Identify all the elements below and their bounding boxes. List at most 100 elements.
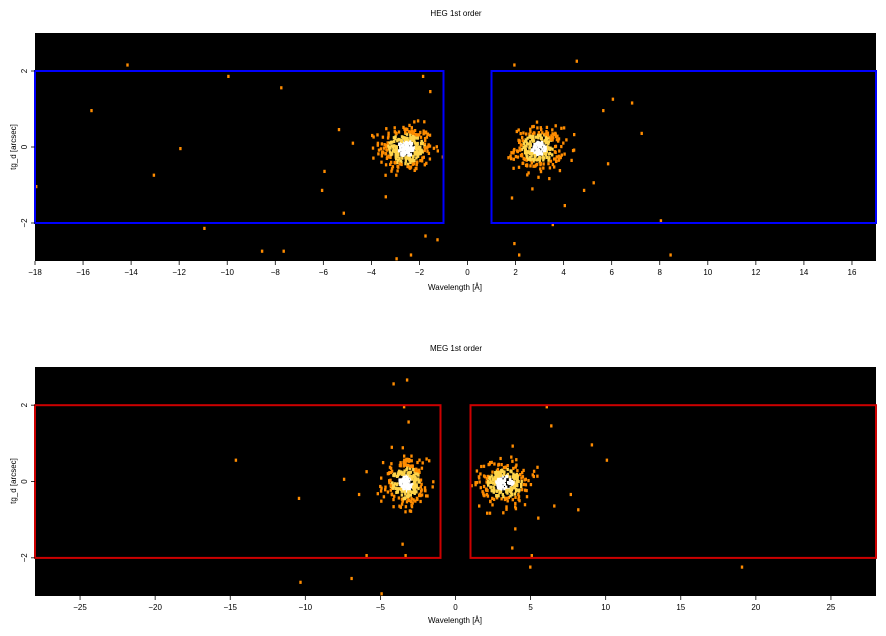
heg-count-point (519, 132, 522, 136)
heg-count-point (523, 151, 527, 155)
heg-count-point (555, 138, 559, 142)
heg-count-point (384, 152, 388, 156)
meg-count-point (480, 464, 483, 469)
heg-count-point (544, 136, 548, 140)
meg-count-point (521, 471, 524, 475)
heg-count-point (529, 140, 532, 144)
meg-count-point (510, 493, 514, 497)
meg-count-point (416, 460, 419, 465)
heg-count-point (436, 149, 439, 153)
heg-count-point (427, 151, 431, 155)
meg-count-point (407, 497, 410, 502)
meg-count-point (482, 464, 486, 468)
meg-x-tick-label: 20 (751, 603, 760, 612)
meg-count-point (511, 498, 514, 502)
heg-count-point (592, 181, 595, 185)
meg-count-point (409, 485, 412, 489)
meg-count-point (412, 498, 415, 502)
heg-count-point (390, 167, 394, 171)
heg-count-point (537, 175, 540, 179)
heg-count-point (551, 163, 555, 167)
meg-y-tick-label: −2 (20, 553, 29, 563)
heg-count-point (415, 163, 418, 167)
heg-count-point (509, 154, 512, 158)
meg-x-tick-label: 5 (528, 603, 533, 612)
meg-count-point (522, 468, 525, 472)
heg-count-point (544, 132, 547, 136)
meg-count-point (390, 445, 393, 449)
heg-count-point (545, 125, 549, 129)
heg-count-point (418, 133, 421, 137)
meg-count-point (531, 473, 534, 477)
meg-count-point (525, 495, 529, 499)
heg-count-point (553, 165, 556, 169)
heg-count-point (390, 169, 393, 173)
heg-count-point (529, 157, 532, 161)
heg-count-point (542, 166, 545, 170)
heg-count-point (563, 152, 566, 156)
meg-count-point (529, 565, 532, 569)
meg-count-point (506, 464, 509, 468)
heg-count-point (573, 133, 576, 137)
heg-count-point (406, 156, 409, 160)
heg-count-point (513, 63, 516, 67)
meg-count-point (408, 474, 411, 478)
heg-count-point (544, 141, 547, 145)
meg-count-point (512, 483, 515, 487)
heg-count-point (432, 146, 436, 150)
meg-count-point (511, 459, 514, 463)
heg-count-point (557, 157, 561, 161)
meg-count-point (419, 499, 422, 504)
meg-x-tick-label: −20 (148, 603, 162, 612)
heg-count-point (528, 132, 531, 136)
meg-count-point (407, 459, 411, 463)
heg-count-point (547, 140, 550, 144)
heg-count-point (396, 161, 399, 165)
heg-count-point (377, 148, 381, 152)
heg-count-point (260, 249, 264, 253)
heg-count-point (408, 158, 411, 162)
meg-count-point (501, 480, 505, 484)
heg-count-point (532, 139, 536, 143)
meg-count-point (400, 470, 403, 474)
heg-count-point (552, 136, 555, 140)
heg-count-point (554, 157, 557, 161)
meg-x-axis-label: Wavelength [Å] (428, 616, 482, 625)
heg-count-point (551, 147, 554, 151)
heg-count-point (90, 109, 93, 113)
meg-count-point (400, 493, 404, 497)
heg-count-point (371, 133, 374, 138)
meg-count-point (506, 467, 509, 471)
heg-count-point (530, 161, 533, 165)
heg-x-axis-label: Wavelength [Å] (428, 283, 482, 292)
heg-count-point (423, 146, 426, 150)
heg-count-point (409, 160, 412, 165)
meg-count-point (392, 382, 395, 386)
heg-count-point (414, 133, 417, 137)
heg-count-point (399, 141, 403, 145)
meg-count-point (577, 508, 580, 512)
heg-count-point (414, 145, 418, 149)
meg-count-point (398, 479, 401, 483)
heg-count-point (379, 147, 383, 151)
heg-count-point (553, 157, 556, 161)
meg-count-point (404, 505, 408, 509)
meg-count-point (399, 505, 402, 509)
meg-count-point (502, 495, 505, 499)
heg-count-point (540, 128, 543, 132)
heg-count-point (533, 143, 536, 147)
meg-count-point (529, 483, 533, 487)
heg-count-point (582, 188, 586, 192)
heg-count-point (383, 143, 386, 147)
heg-count-point (387, 144, 390, 148)
heg-count-point (531, 187, 534, 191)
heg-count-point (540, 143, 543, 147)
heg-count-point (419, 130, 422, 134)
meg-count-point (521, 475, 525, 479)
meg-count-point (409, 500, 413, 504)
meg-count-point (412, 486, 415, 490)
heg-count-point (558, 169, 562, 173)
meg-count-point (405, 486, 408, 490)
meg-count-point (514, 465, 517, 469)
heg-count-point (402, 145, 405, 149)
